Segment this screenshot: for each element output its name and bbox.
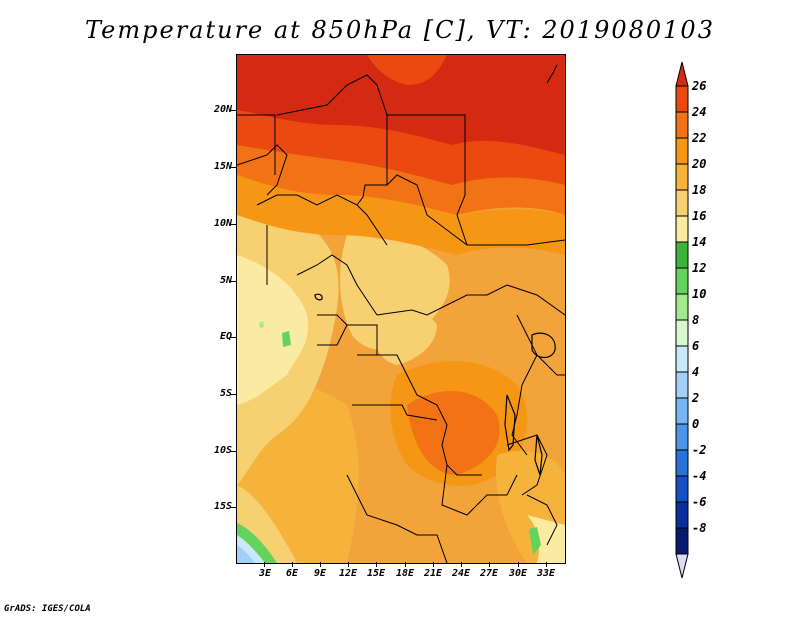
lat-label: 10N	[213, 218, 232, 229]
colorbar-box	[675, 371, 689, 399]
lon-tick	[292, 562, 293, 567]
lat-label: 5S	[219, 388, 232, 399]
lake-tanganyika-outline	[504, 394, 516, 452]
lat-tick	[230, 281, 236, 282]
colorbar-label: 14	[692, 235, 707, 249]
colorbar-box	[675, 215, 689, 243]
colorbar-top-arrow	[675, 61, 689, 87]
colorbar-label: 26	[692, 79, 707, 93]
lat-label: 15N	[213, 161, 232, 172]
colorbar-label: 6	[692, 339, 700, 353]
field-22-24-east	[407, 391, 500, 475]
lat-tick	[230, 167, 236, 168]
colorbar-box	[675, 241, 689, 269]
lon-label: 3E	[258, 568, 272, 579]
lat-label: 15S	[213, 501, 232, 512]
colorbar-label: 12	[692, 261, 707, 275]
field-24-26-notch	[367, 55, 447, 85]
colorbar-box	[675, 267, 689, 295]
grads-credit: GrADS: IGES/COLA	[4, 604, 91, 614]
lon-tick	[518, 562, 519, 567]
lat-label: EQ	[219, 331, 232, 342]
country-borders	[237, 64, 565, 563]
lat-tick	[230, 507, 236, 508]
lon-label: 24E	[451, 568, 471, 579]
colorbar-box	[675, 319, 689, 347]
lon-tick	[405, 562, 406, 567]
lon-label: 30E	[508, 568, 528, 579]
colorbar-label: -8	[692, 521, 707, 535]
colorbar-label: 22	[692, 131, 707, 145]
small-lake-outline	[314, 293, 323, 301]
colorbar-label: 2	[692, 391, 700, 405]
colorbar-label: 16	[692, 209, 707, 223]
lon-label: 12E	[338, 568, 358, 579]
field-8-10-west-spot	[259, 321, 264, 328]
field-16-18-center2	[373, 303, 437, 365]
lon-tick	[320, 562, 321, 567]
lat-label: 10S	[213, 445, 232, 456]
lat-tick	[230, 224, 236, 225]
temperature-map	[236, 54, 566, 564]
colorbar-box	[675, 345, 689, 373]
lon-tick	[489, 562, 490, 567]
colorbar-label: -6	[692, 495, 707, 509]
field-10-12-se	[529, 527, 541, 555]
lat-label: 20N	[213, 104, 232, 115]
map-title: Temperature at 850hPa [C], VT: 201908010…	[85, 16, 715, 44]
colorbar-label: 20	[692, 157, 707, 171]
lon-tick	[461, 562, 462, 567]
lon-tick	[376, 562, 377, 567]
lat-tick	[230, 110, 236, 111]
field-20-22-sahel	[237, 175, 565, 255]
colorbar-label: 4	[692, 365, 700, 379]
lon-tick	[264, 562, 265, 567]
lon-tick	[348, 562, 349, 567]
lat-label: 5N	[219, 275, 232, 286]
colorbar-box	[675, 111, 689, 139]
field-2-4-sw	[237, 545, 255, 563]
lon-tick	[433, 562, 434, 567]
lon-label: 9E	[313, 568, 327, 579]
field-10-12-west-spot	[282, 331, 291, 347]
colorbar-box	[675, 423, 689, 451]
lon-label: 6E	[285, 568, 299, 579]
lake-malawi-outline	[534, 434, 543, 476]
lakes	[314, 293, 556, 476]
colorbar-label: 0	[692, 417, 700, 431]
colorbar-label: -4	[692, 469, 707, 483]
lat-tick	[230, 394, 236, 395]
colorbar-label: 18	[692, 183, 707, 197]
colorbar-label: 24	[692, 105, 707, 119]
field-26-plus-north	[237, 55, 565, 155]
field-14-16-west	[237, 255, 308, 405]
colorbar-box	[675, 501, 689, 529]
colorbar-label: 8	[692, 313, 700, 327]
colorbar-box	[675, 449, 689, 477]
lon-label: 15E	[366, 568, 386, 579]
colorbar-box	[675, 137, 689, 165]
colorbar-box	[675, 293, 689, 321]
colorbar-bottom-arrow	[675, 553, 689, 579]
lon-label: 21E	[423, 568, 443, 579]
lon-label: 33E	[536, 568, 556, 579]
lon-label: 18E	[395, 568, 415, 579]
lake-victoria-outline	[531, 332, 556, 359]
map-canvas	[237, 55, 565, 563]
colorbar-box	[675, 163, 689, 191]
lon-tick	[546, 562, 547, 567]
colorbar-label: 10	[692, 287, 707, 301]
lon-label: 27E	[479, 568, 499, 579]
colorbar-box	[675, 397, 689, 425]
colorbar-box	[675, 189, 689, 217]
colorbar-box	[675, 527, 689, 555]
colorbar-box	[675, 85, 689, 113]
colorbar-box	[675, 475, 689, 503]
colorbar-label: -2	[692, 443, 707, 457]
lat-tick	[230, 337, 236, 338]
colorbar-boxes	[675, 61, 689, 579]
lat-tick	[230, 451, 236, 452]
